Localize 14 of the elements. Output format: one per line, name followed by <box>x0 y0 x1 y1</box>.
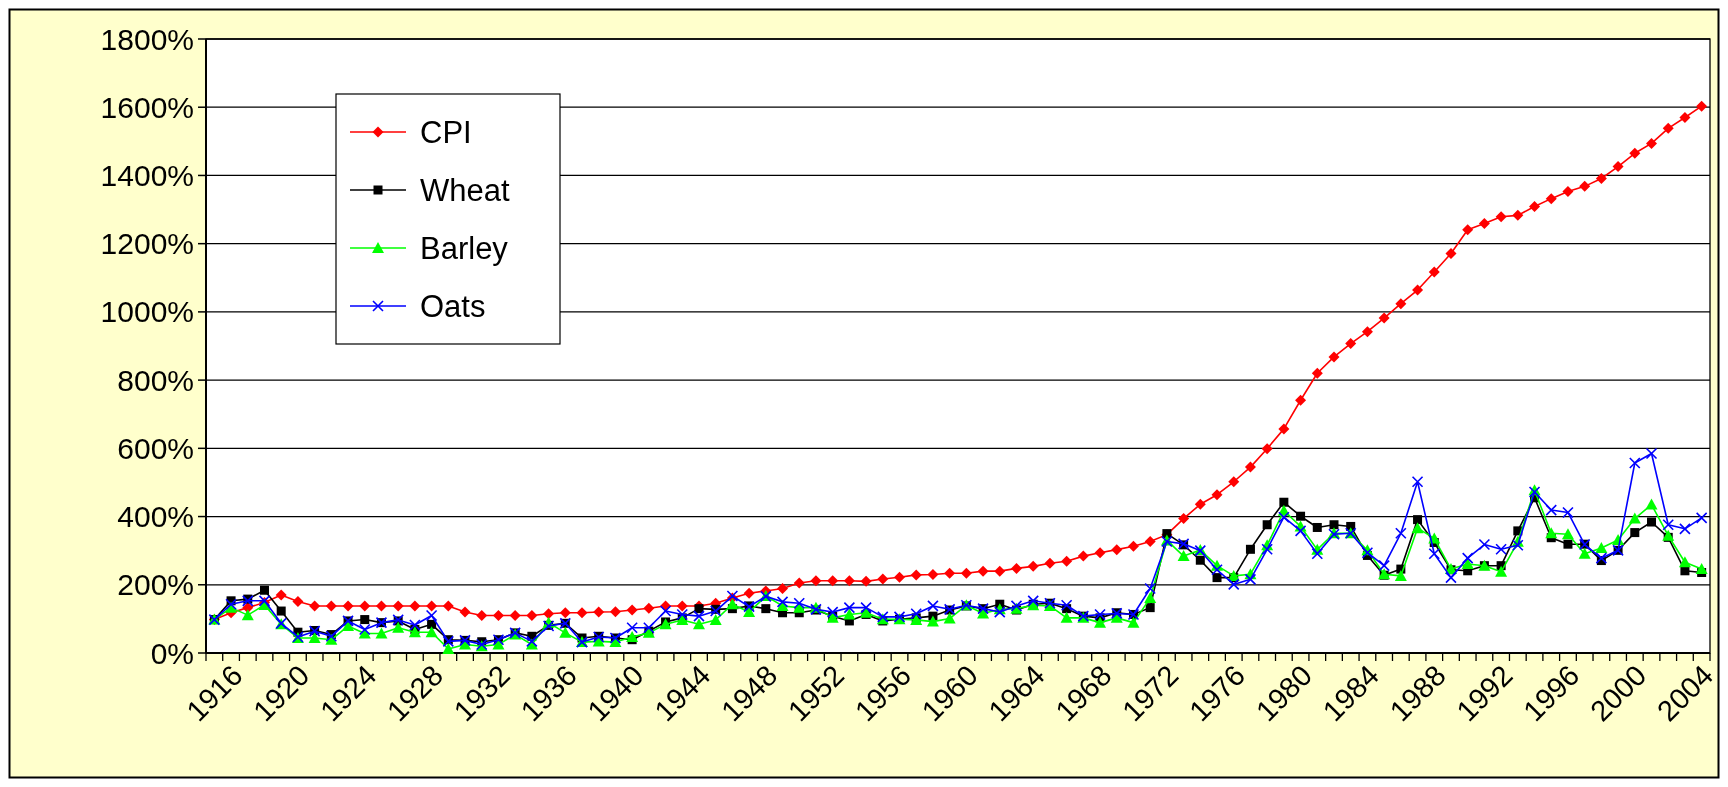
legend-label: Barley <box>420 231 509 266</box>
y-tick-label: 1000% <box>100 295 194 329</box>
y-tick-label: 1200% <box>100 227 194 261</box>
y-tick-label: 200% <box>117 568 194 602</box>
legend-label: Wheat <box>420 173 510 208</box>
y-tick-label: 1400% <box>100 158 194 192</box>
y-tick-label: 400% <box>117 500 194 534</box>
y-tick-label: 1600% <box>100 90 194 124</box>
legend-label: CPI <box>420 115 472 150</box>
legend-label: Oats <box>420 289 486 324</box>
y-tick-label: 800% <box>117 363 194 397</box>
y-tick-label: 0% <box>150 636 194 670</box>
y-tick-label: 600% <box>117 431 194 465</box>
y-tick-label: 1800% <box>100 22 194 56</box>
